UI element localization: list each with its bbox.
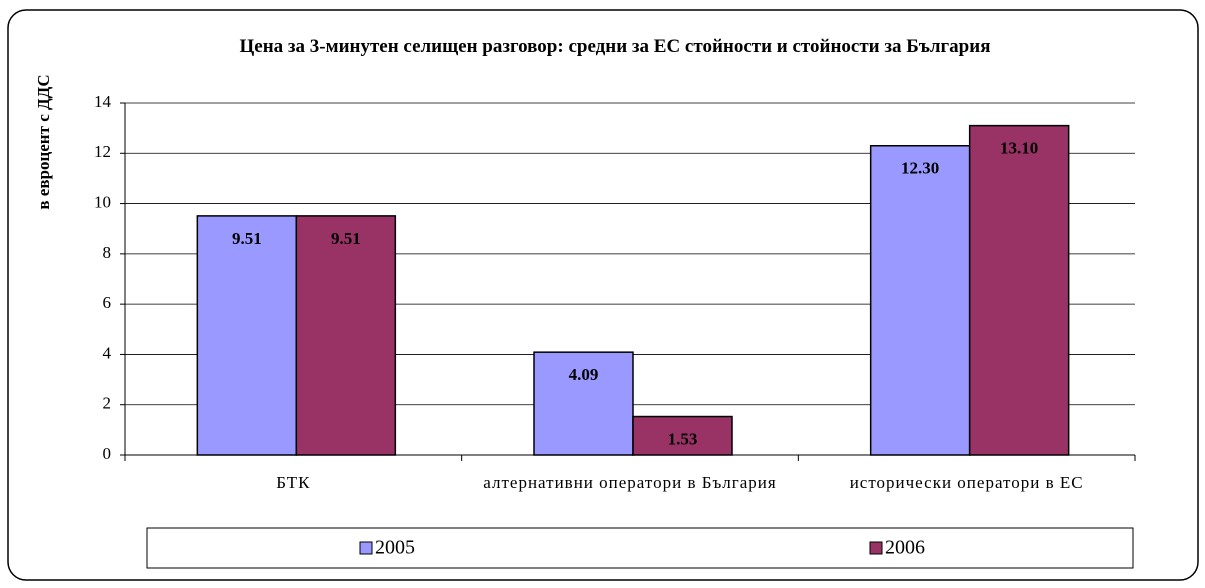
- value-label: 9.51: [331, 229, 361, 248]
- legend-label: 2006: [885, 537, 925, 559]
- value-label: 12.30: [901, 159, 939, 178]
- value-label: 1.53: [668, 429, 698, 448]
- y-tick-label: 12: [94, 142, 111, 161]
- y-tick-label: 2: [103, 394, 112, 413]
- legend-label: 2005: [375, 537, 415, 559]
- value-label: 13.10: [1000, 139, 1038, 158]
- value-label: 4.09: [569, 365, 599, 384]
- bar: [632, 415, 733, 456]
- y-tick-label: 6: [103, 293, 112, 312]
- y-tick-label: 4: [103, 343, 112, 362]
- legend: [146, 527, 1134, 569]
- bar: [968, 124, 1070, 456]
- legend-swatch: [869, 541, 883, 555]
- y-tick-label: 0: [103, 444, 112, 463]
- legend-swatch: [359, 541, 373, 555]
- value-label: 9.51: [232, 229, 262, 248]
- y-tick-label: 14: [94, 92, 112, 111]
- x-label-box: алтернативни оператори в България: [483, 473, 777, 492]
- y-tick-label: 10: [94, 192, 111, 211]
- x-tick-label: БТК: [276, 473, 311, 492]
- x-label-box: исторически оператори в ЕС: [849, 473, 1084, 492]
- title-box: Цена за 3-минутен селищен разговор: сред…: [239, 36, 991, 57]
- x-tick-label: исторически оператори в ЕС: [849, 473, 1084, 492]
- bar: [295, 215, 397, 456]
- bar: [533, 351, 634, 456]
- y-axis-label: в евроцент с ДДС: [34, 74, 53, 209]
- bar: [869, 144, 971, 456]
- x-tick-label: алтернативни оператори в България: [483, 473, 777, 492]
- bar: [196, 215, 298, 456]
- x-label-box: БТК: [276, 473, 311, 492]
- chart-title: Цена за 3-минутен селищен разговор: сред…: [239, 36, 991, 57]
- y-tick-label: 8: [103, 243, 112, 262]
